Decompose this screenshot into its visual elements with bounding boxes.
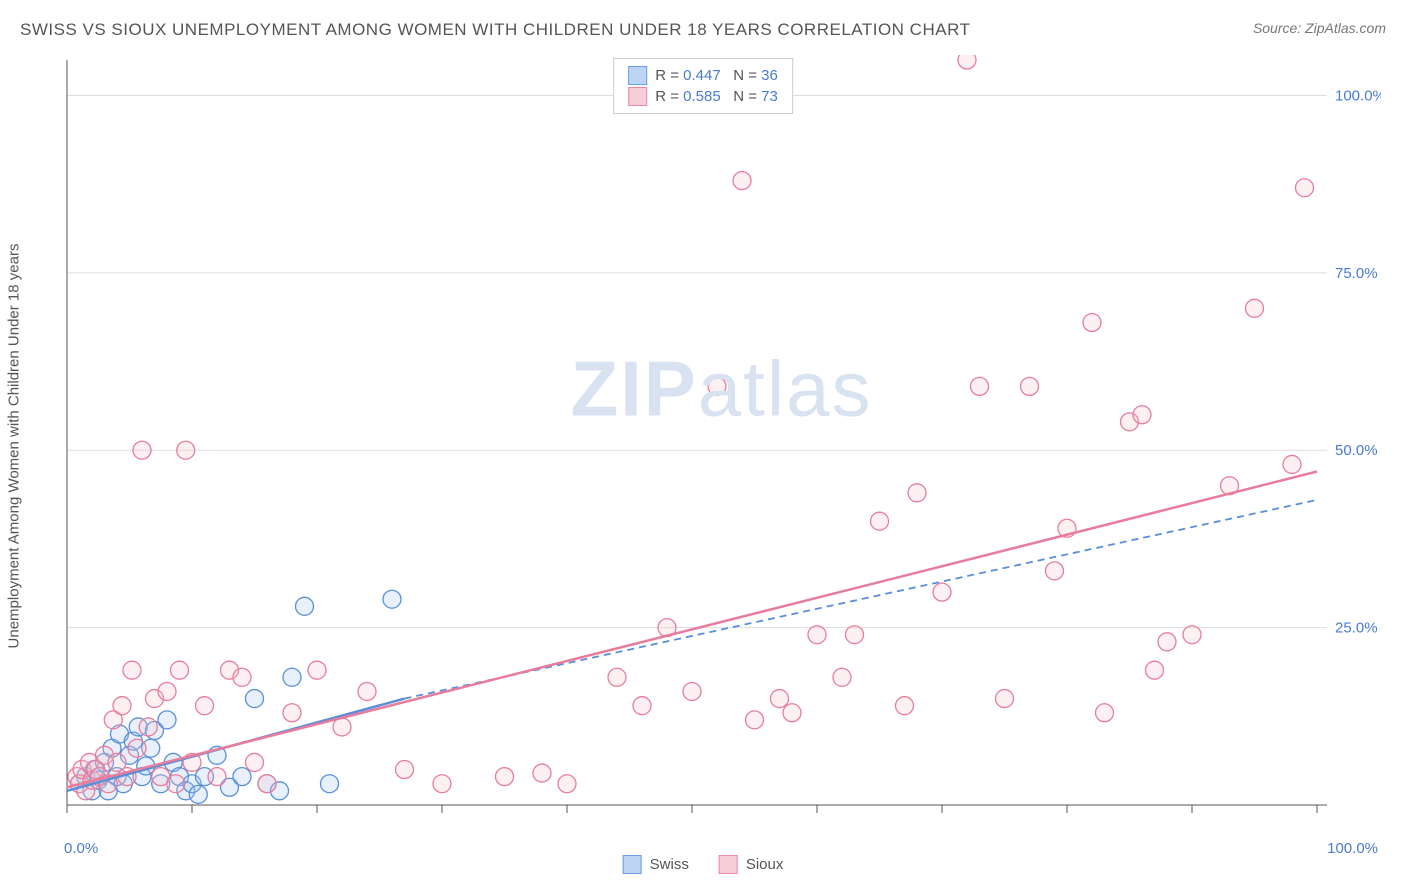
data-point: [733, 172, 751, 190]
data-point: [189, 785, 207, 803]
data-point: [1146, 661, 1164, 679]
data-point: [133, 441, 151, 459]
x-axis-min-label: 0.0%: [64, 840, 98, 857]
trend-line: [67, 472, 1317, 788]
legend-swatch: [623, 855, 642, 874]
data-point: [1158, 633, 1176, 651]
data-point: [1096, 704, 1114, 722]
data-point: [533, 764, 551, 782]
chart-area: ZIPatlas 25.0%50.0%75.0%100.0%: [62, 55, 1381, 832]
data-point: [128, 739, 146, 757]
data-point: [746, 711, 764, 729]
data-point: [1083, 314, 1101, 332]
data-point: [113, 697, 131, 715]
data-point: [1296, 179, 1314, 197]
data-point: [433, 775, 451, 793]
data-point: [496, 768, 514, 786]
data-point: [308, 661, 326, 679]
data-point: [608, 668, 626, 686]
data-point: [233, 768, 251, 786]
data-point: [833, 668, 851, 686]
data-point: [996, 690, 1014, 708]
svg-text:75.0%: 75.0%: [1335, 265, 1378, 282]
data-point: [167, 775, 185, 793]
data-point: [958, 55, 976, 69]
legend-row: R = 0.447 N = 36: [628, 65, 778, 86]
data-point: [1021, 377, 1039, 395]
series-legend: Swiss Sioux: [623, 855, 784, 874]
svg-text:50.0%: 50.0%: [1335, 442, 1378, 459]
data-point: [871, 512, 889, 530]
data-point: [321, 775, 339, 793]
data-point: [1046, 562, 1064, 580]
data-point: [358, 682, 376, 700]
data-point: [683, 682, 701, 700]
data-point: [896, 697, 914, 715]
data-point: [783, 704, 801, 722]
data-point: [123, 661, 141, 679]
legend-item: Swiss: [623, 855, 689, 874]
chart-title: SWISS VS SIOUX UNEMPLOYMENT AMONG WOMEN …: [20, 20, 970, 40]
data-point: [846, 626, 864, 644]
legend-swatch: [628, 87, 647, 106]
data-point: [808, 626, 826, 644]
data-point: [396, 761, 414, 779]
data-point: [771, 690, 789, 708]
legend-label: Swiss: [650, 856, 689, 873]
data-point: [558, 775, 576, 793]
svg-text:25.0%: 25.0%: [1335, 620, 1378, 637]
legend-item: Sioux: [719, 855, 784, 874]
data-point: [177, 441, 195, 459]
data-point: [208, 768, 226, 786]
data-point: [139, 718, 157, 736]
data-point: [1246, 299, 1264, 317]
legend-stats: R = 0.447 N = 36: [655, 67, 778, 84]
legend-swatch: [628, 66, 647, 85]
data-point: [296, 597, 314, 615]
y-axis-label: Unemployment Among Women with Children U…: [6, 244, 23, 649]
data-point: [233, 668, 251, 686]
header-row: SWISS VS SIOUX UNEMPLOYMENT AMONG WOMEN …: [20, 20, 1386, 40]
data-point: [933, 583, 951, 601]
data-point: [171, 661, 189, 679]
scatter-plot: 25.0% 50.0% 75.0% 100.0%: [62, 55, 1381, 832]
data-point: [158, 682, 176, 700]
x-axis-max-label: 100.0%: [1327, 840, 1378, 857]
legend-row: R = 0.585 N = 73: [628, 86, 778, 107]
data-point: [908, 484, 926, 502]
legend-label: Sioux: [746, 856, 784, 873]
data-point: [283, 668, 301, 686]
data-point: [196, 697, 214, 715]
source-label: Source: ZipAtlas.com: [1253, 20, 1386, 36]
legend-stats: R = 0.585 N = 73: [655, 88, 778, 105]
data-point: [708, 377, 726, 395]
data-point: [383, 590, 401, 608]
correlation-legend: R = 0.447 N = 36 R = 0.585 N = 73: [613, 58, 793, 114]
data-point: [971, 377, 989, 395]
data-point: [258, 775, 276, 793]
data-point: [283, 704, 301, 722]
data-point: [246, 753, 264, 771]
data-point: [1183, 626, 1201, 644]
data-point: [633, 697, 651, 715]
data-point: [1133, 406, 1151, 424]
data-point: [246, 690, 264, 708]
data-point: [1283, 455, 1301, 473]
data-point: [158, 711, 176, 729]
legend-swatch: [719, 855, 738, 874]
svg-text:100.0%: 100.0%: [1335, 87, 1381, 104]
trend-line-extrapolated: [405, 500, 1318, 699]
